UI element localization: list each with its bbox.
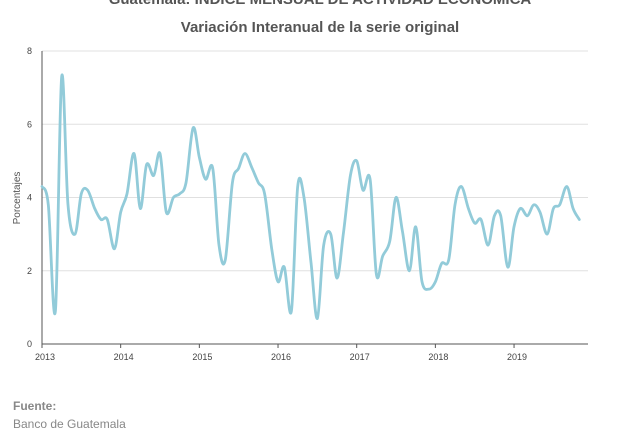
x-tick-label: 2015 [192,352,212,360]
chart-subtitle: Variación Interanual de la serie origina… [180,19,460,36]
line-chart: 0 2 4 6 8 2013 2014 2015 2016 2017 2018 2019 Porcen… [12,46,588,360]
y-tick-label: 4 [27,193,32,203]
y-tick-label: 0 [27,339,32,349]
x-tick-label: 2017 [350,352,370,360]
series-layer [40,73,581,320]
source-label: Fuente: [13,399,57,413]
x-tick-label: 2019 [507,352,527,360]
y-tick-label: 8 [27,46,32,56]
y-tick-label: 6 [27,119,32,129]
series-line [40,73,581,320]
x-tick-label: 2018 [428,352,448,360]
y-tick-label: 2 [27,266,32,276]
x-tick-label: 2014 [114,352,134,360]
grid-lines [42,50,588,272]
tick-labels: 0 2 4 6 8 2013 2014 2015 2016 2017 2018 2019 [27,46,527,360]
chart-title: Guatemala: ÍNDICE MENSUAL DE ACTIVIDAD E… [0,0,640,8]
axes [41,51,588,348]
y-axis-label: Porcentajes [12,172,23,225]
x-tick-label: 2016 [271,352,291,360]
source-value: Banco de Guatemala [13,417,126,431]
x-tick-label: 2013 [35,352,55,360]
